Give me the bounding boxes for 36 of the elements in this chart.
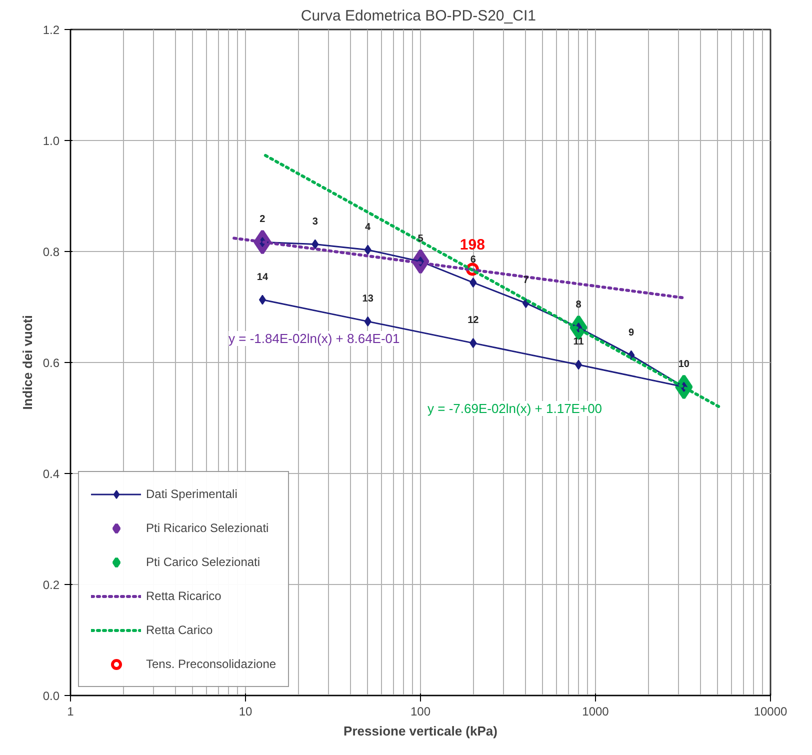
legend-label: Tens. Preconsolidazione: [146, 657, 276, 671]
x-tick-label: 10: [238, 704, 252, 718]
annotation: 13: [362, 293, 374, 304]
x-tick-label: 1000: [582, 704, 610, 718]
annotation: y = -7.69E-02ln(x) + 1.17E+00: [428, 401, 602, 416]
annotation: 4: [365, 222, 372, 233]
annotation: 14: [256, 272, 268, 283]
annotation: 10: [678, 358, 690, 370]
annotation: 12: [468, 315, 480, 326]
chart-title: Curva Edometrica BO-PD-S20_CI1: [300, 8, 536, 24]
x-tick-label: 10000: [754, 704, 788, 718]
y-axis-title: Indice dei vuoti: [20, 315, 35, 410]
legend-label: Pti Carico Selezionati: [146, 555, 260, 569]
y-tick-label: 0.4: [42, 467, 60, 481]
legend-label: Retta Ricarico: [146, 589, 222, 603]
annotation: 7: [523, 275, 530, 286]
y-tick-label: 0.2: [42, 578, 60, 592]
x-tick-label: 100: [410, 704, 431, 718]
legend-label: Retta Carico: [146, 623, 213, 637]
y-tick-label: 0.6: [42, 356, 60, 370]
annotation: 6: [470, 254, 476, 266]
legend-label: Dati Sperimentali: [146, 487, 238, 501]
y-tick-label: 1.0: [42, 134, 60, 148]
y-tick-label: 0.0: [42, 689, 60, 703]
annotation: 9: [628, 327, 634, 338]
y-tick-label: 0.8: [42, 245, 60, 259]
x-tick-label: 1: [67, 704, 74, 718]
annotation: y = -1.84E-02ln(x) + 8.64E-01: [228, 331, 400, 346]
legend-label: Pti Ricarico Selezionati: [146, 521, 269, 535]
x-axis-title: Pressione verticale (kPa): [344, 724, 498, 738]
annotation: 2: [260, 214, 266, 226]
annotation: 11: [573, 336, 584, 348]
annotation: 198: [460, 236, 485, 254]
y-tick-label: 1.2: [42, 23, 60, 37]
annotation: 3: [312, 216, 318, 228]
annotation: 8: [576, 300, 582, 311]
